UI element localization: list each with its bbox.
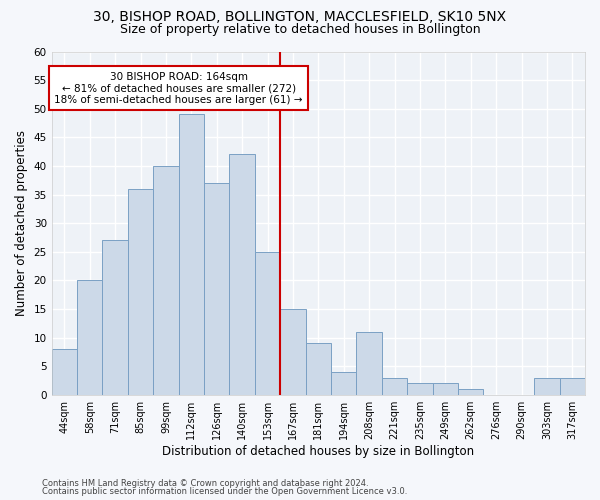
Bar (382, 378, 407, 394)
Bar (458, 389, 484, 394)
Bar (153, 166, 179, 394)
Bar (128, 189, 153, 394)
Text: Size of property relative to detached houses in Bollington: Size of property relative to detached ho… (119, 22, 481, 36)
Text: Contains public sector information licensed under the Open Government Licence v3: Contains public sector information licen… (42, 487, 407, 496)
Bar (103, 240, 128, 394)
Bar (305, 343, 331, 394)
Y-axis label: Number of detached properties: Number of detached properties (15, 130, 28, 316)
Bar (534, 378, 560, 394)
Text: 30 BISHOP ROAD: 164sqm
← 81% of detached houses are smaller (272)
18% of semi-de: 30 BISHOP ROAD: 164sqm ← 81% of detached… (55, 72, 303, 104)
Bar (204, 183, 229, 394)
Bar (179, 114, 204, 394)
Bar (331, 372, 356, 394)
Bar (255, 252, 280, 394)
Text: Contains HM Land Registry data © Crown copyright and database right 2024.: Contains HM Land Registry data © Crown c… (42, 478, 368, 488)
Text: 30, BISHOP ROAD, BOLLINGTON, MACCLESFIELD, SK10 5NX: 30, BISHOP ROAD, BOLLINGTON, MACCLESFIEL… (94, 10, 506, 24)
Bar (407, 384, 433, 394)
X-axis label: Distribution of detached houses by size in Bollington: Distribution of detached houses by size … (162, 444, 475, 458)
Bar (560, 378, 585, 394)
Bar (229, 154, 255, 394)
Bar (280, 309, 305, 394)
Bar (77, 280, 103, 394)
Bar (52, 349, 77, 395)
Bar (433, 384, 458, 394)
Bar (356, 332, 382, 394)
